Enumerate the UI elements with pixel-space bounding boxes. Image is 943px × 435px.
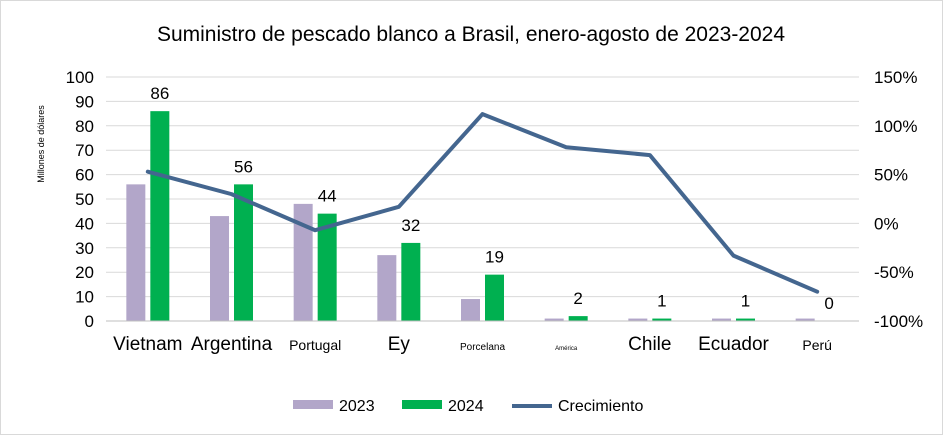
y-tick-label: 40	[75, 214, 94, 233]
bar-2023	[628, 318, 648, 321]
data-labels: 86 56 44 32 19 2 1 1 0	[150, 84, 834, 313]
bar-2024	[234, 184, 253, 321]
y-tick-label: 80	[75, 117, 94, 136]
x-tick-label: América	[555, 346, 578, 352]
x-tick-label: Ey	[388, 334, 411, 355]
legend-label-2023: 2023	[339, 398, 375, 415]
bar-2023	[293, 203, 313, 321]
legend-swatch-2024	[402, 400, 442, 409]
data-label-2024: 32	[401, 216, 420, 235]
x-tick-label: Porcelana	[460, 342, 505, 353]
bar-2024	[401, 242, 421, 321]
data-label-2024: 2	[573, 289, 582, 308]
legend-swatch-2023	[293, 400, 333, 409]
y2-tick-label: 150%	[874, 68, 917, 87]
bar-2024	[150, 111, 170, 321]
bar-2023	[795, 318, 815, 321]
data-label-2024: 0	[824, 294, 833, 313]
x-tick-label: Argentina	[191, 334, 273, 355]
y2-tick-label: 50%	[874, 166, 908, 185]
axis-ticks: 0102030405060708090100-100%-50%0%50%100%…	[66, 68, 924, 355]
y-tick-label: 50	[75, 190, 94, 209]
bar-2024	[568, 316, 588, 321]
y2-tick-label: -100%	[874, 312, 923, 331]
bar-2024	[485, 274, 504, 321]
bar-2023	[544, 318, 564, 321]
bar-2023	[712, 318, 731, 321]
y2-tick-label: -50%	[874, 263, 914, 282]
bar-2024	[317, 213, 337, 321]
bars	[126, 111, 815, 321]
x-tick-label: Ecuador	[698, 334, 769, 355]
bar-2024	[652, 318, 672, 321]
growth-line-path	[145, 112, 820, 294]
data-label-2024: 44	[318, 187, 337, 206]
bar-2024	[736, 318, 755, 321]
x-tick-label: Portugal	[289, 337, 341, 353]
x-tick-label: Vietnam	[113, 334, 182, 355]
y-tick-label: 60	[75, 166, 94, 185]
y-tick-label: 90	[75, 92, 94, 111]
gridlines	[106, 76, 859, 322]
legend-label-growth: Crecimiento	[558, 398, 643, 415]
x-tick-label: Chile	[628, 334, 671, 355]
y-tick-label: 70	[75, 141, 94, 160]
growth-line	[145, 112, 820, 294]
y2-tick-label: 0%	[874, 214, 899, 233]
legend-label-2024: 2024	[448, 398, 484, 415]
bar-2023	[126, 184, 146, 321]
data-label-2024: 1	[657, 292, 666, 311]
data-label-2024: 56	[234, 157, 253, 176]
bar-2023	[461, 299, 480, 321]
y-tick-label: 100	[66, 68, 94, 87]
bar-2023	[377, 255, 397, 321]
data-label-2024: 1	[741, 292, 750, 311]
y-tick-label: 10	[75, 288, 94, 307]
chart-title: Suministro de pescado blanco a Brasil, e…	[157, 23, 785, 46]
y-tick-label: 30	[75, 239, 94, 258]
y-tick-label: 0	[85, 312, 94, 331]
data-label-2024: 86	[150, 84, 169, 103]
bar-2023	[210, 216, 229, 321]
y-axis-label: Millones de dólares	[36, 105, 46, 183]
legend: 2023 2024 Crecimiento	[293, 398, 643, 415]
x-tick-label: Perú	[802, 337, 832, 353]
y2-tick-label: 100%	[874, 117, 917, 136]
data-label-2024: 19	[485, 248, 504, 267]
y-tick-label: 20	[75, 263, 94, 282]
